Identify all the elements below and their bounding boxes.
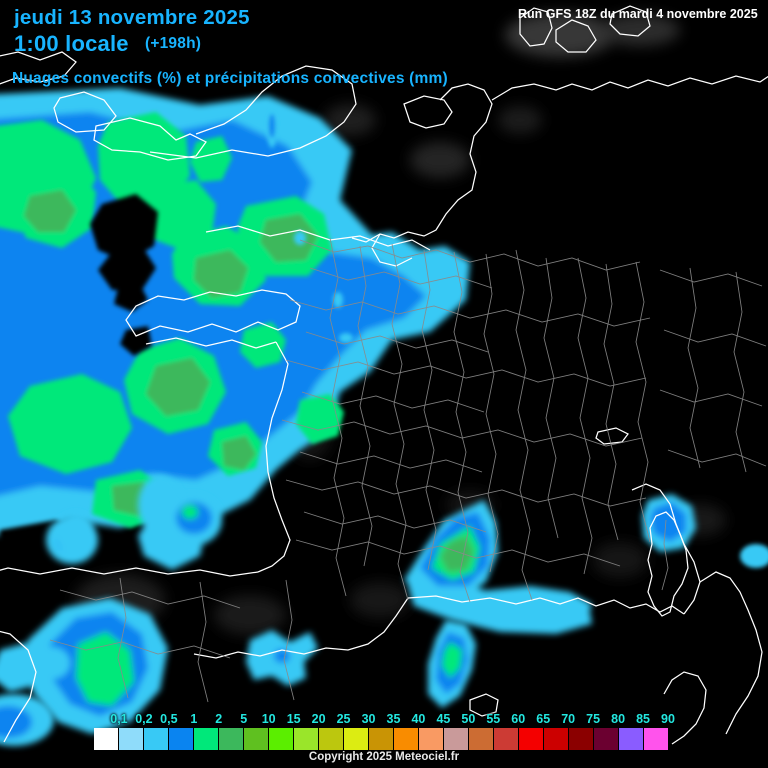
legend-tick-40: 40 [411,712,426,726]
precip-languedoc-cell [404,500,592,634]
legend-swatch-20[interactable] [594,728,619,750]
legend-swatch-7[interactable] [269,728,294,750]
legend-swatch-6[interactable] [244,728,269,750]
legend-tick-10: 10 [261,712,276,726]
coastlines [0,5,768,745]
legend-swatch-4[interactable] [194,728,219,750]
forecast-time: 1:00 locale [14,31,129,56]
precip-spain-small-cell [246,630,318,686]
legend-tick-15: 15 [286,712,301,726]
legend-swatch-5[interactable] [219,728,244,750]
legend-tick-0-5: 0,5 [160,712,178,726]
legend-swatch-3[interactable] [169,728,194,750]
precip-northwest-green-cores [0,112,344,528]
legend-tick-75: 75 [586,712,601,726]
legend-tick-20: 20 [311,712,326,726]
legend-swatch-9[interactable] [319,728,344,750]
legend-swatch-21[interactable] [619,728,644,750]
legend-swatch-2[interactable] [144,728,169,750]
legend-swatch-11[interactable] [369,728,394,750]
legend-tick-70: 70 [561,712,576,726]
legend-swatch-12[interactable] [394,728,419,750]
legend-tick-25: 25 [336,712,351,726]
legend-swatch-18[interactable] [544,728,569,750]
legend-tick-45: 45 [436,712,451,726]
legend-tick-2: 2 [215,712,223,726]
legend-swatch-17[interactable] [519,728,544,750]
map-subtitle: Nuages convectifs (%) et précipitations … [12,70,448,87]
legend-tick-60: 60 [511,712,526,726]
legend-swatch-0[interactable] [94,728,119,750]
legend-tick-labels: 0,1 0,2 0,5 1 2 5 10 15 20 25 30 35 40 45 50 55 60 65 70 75… [94,712,675,728]
color-scale-legend[interactable] [94,728,668,750]
legend-tick-30: 30 [361,712,376,726]
legend-swatch-15[interactable] [469,728,494,750]
copyright-notice: Copyright 2025 Meteociel.fr [308,751,460,763]
forecast-date: jeudi 13 novembre 2025 [14,6,250,29]
legend-swatch-19[interactable] [569,728,594,750]
legend-tick-90: 90 [661,712,675,726]
legend-tick-85: 85 [636,712,650,726]
legend-swatch-14[interactable] [444,728,469,750]
forecast-lead-time: (+198h) [145,35,202,52]
legend-swatch-10[interactable] [344,728,369,750]
precip-ligurian-cell [642,494,696,552]
precip-pyrenees-cell [428,620,476,708]
department-borders [49,237,767,703]
legend-tick-65: 65 [536,712,551,726]
precip-bottomleft-cell [0,694,54,746]
legend-swatch-22[interactable] [644,728,668,750]
legend-swatch-16[interactable] [494,728,519,750]
legend-tick-5: 5 [240,712,248,726]
legend-tick-35: 35 [386,712,401,726]
precip-biscay-cells [46,475,222,570]
legend-tick-0-2: 0,2 [135,712,153,726]
legend-tick-55: 55 [486,712,501,726]
legend-swatch-1[interactable] [119,728,144,750]
legend-tick-80: 80 [611,712,626,726]
precip-north-spain-cell [0,598,168,734]
model-run-label: Run GFS 18Z du mardi 4 novembre 2025 [518,7,758,21]
legend-tick-50: 50 [461,712,476,726]
legend-swatch-13[interactable] [419,728,444,750]
legend-tick-1: 1 [190,712,198,726]
legend-tick-0-1: 0,1 [110,712,128,726]
legend-swatch-8[interactable] [294,728,319,750]
